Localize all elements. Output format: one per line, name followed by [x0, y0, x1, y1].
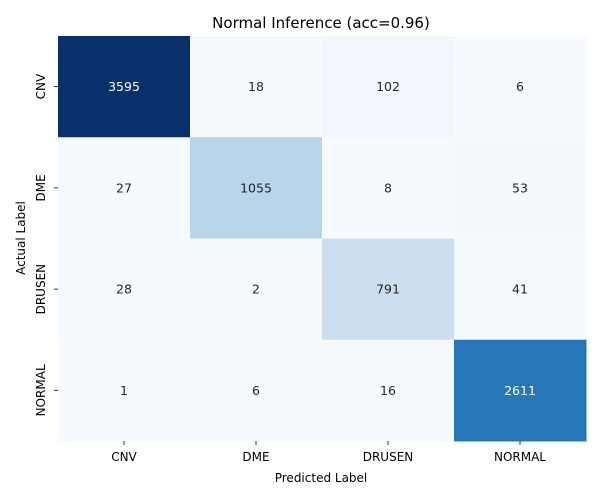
cell-value-label: 1: [120, 383, 128, 398]
heatmap-cell-dme-cnv: [58, 137, 191, 239]
cell-value-label: 8: [384, 180, 392, 195]
x-tick-label: CNV: [111, 450, 137, 464]
x-tick-label: NORMAL: [494, 450, 546, 464]
heatmap-cell-normal-cnv: [58, 339, 191, 442]
heatmap-cell-cnv-cnv: [58, 36, 191, 138]
cell-value-label: 1055: [240, 180, 272, 195]
cell-value-label: 102: [376, 79, 400, 94]
x-tick-label: DME: [242, 450, 269, 464]
x-axis-label: Predicted Label: [275, 471, 368, 485]
cell-value-label: 3595: [108, 79, 140, 94]
y-tick-label: DRUSEN: [34, 264, 48, 315]
heatmap-cell-normal-drusen: [322, 339, 455, 442]
cell-value-label: 6: [516, 79, 524, 94]
heatmap-cell-drusen-cnv: [58, 238, 191, 341]
heatmap-cell-normal-normal: [454, 339, 587, 442]
heatmap-cell-drusen-dme: [190, 238, 323, 341]
x-tick-label: DRUSEN: [363, 450, 414, 464]
heatmap-cell-cnv-normal: [454, 36, 587, 138]
heatmap-cell-drusen-drusen: [322, 238, 455, 341]
cell-value-label: 6: [252, 383, 260, 398]
cell-value-label: 2: [252, 282, 260, 297]
heatmap-cell-dme-dme: [190, 137, 323, 239]
cell-value-label: 27: [116, 180, 132, 195]
cell-value-label: 53: [512, 180, 528, 195]
cell-value-label: 791: [376, 282, 400, 297]
heatmap-cell-drusen-normal: [454, 238, 587, 341]
cell-value-label: 16: [380, 383, 396, 398]
cell-value-label: 2611: [504, 383, 536, 398]
y-tick-label: CNV: [34, 73, 48, 99]
cell-value-label: 41: [512, 282, 528, 297]
y-axis-ticks: CNV DME DRUSEN NORMAL: [34, 73, 58, 416]
heatmap-cell-cnv-drusen: [322, 36, 455, 138]
heatmap-cell-dme-normal: [454, 137, 587, 239]
cell-value-label: 28: [116, 282, 132, 297]
chart-title: Normal Inference (acc=0.96): [212, 14, 430, 32]
y-axis-label: Actual Label: [14, 201, 28, 275]
y-tick-label: NORMAL: [34, 364, 48, 416]
heatmap-cell-cnv-dme: [190, 36, 323, 138]
y-tick-label: DME: [34, 174, 48, 201]
heatmap-cell-dme-drusen: [322, 137, 455, 239]
cell-value-label: 18: [248, 79, 264, 94]
x-axis-ticks: CNV DME DRUSEN NORMAL: [111, 441, 546, 464]
heatmap-cell-normal-dme: [190, 339, 323, 442]
